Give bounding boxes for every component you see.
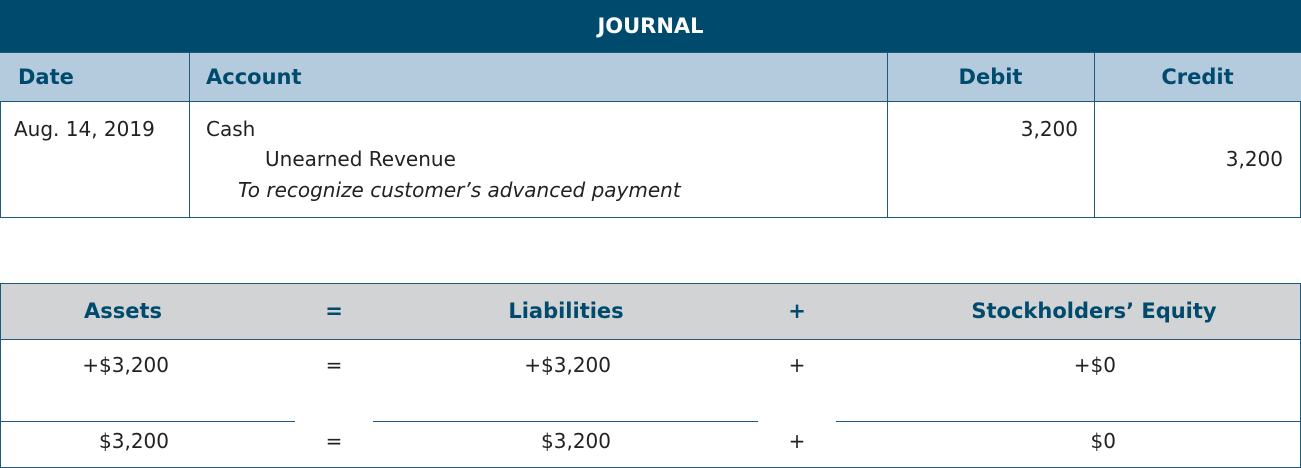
journal-title: JOURNAL <box>0 0 1301 52</box>
total-equals: = <box>325 429 343 453</box>
entry-date: Aug. 14, 2019 <box>14 117 155 141</box>
header-plus: + <box>788 299 806 323</box>
header-liabilities: Liabilities <box>508 299 624 323</box>
journal-header-row <box>0 52 1301 102</box>
header-equity: Stockholders’ Equity <box>971 299 1217 323</box>
total-assets: $3,200 <box>99 429 169 453</box>
column-divider <box>1094 52 1095 217</box>
equation-header-row <box>1 284 1300 340</box>
header-equals: = <box>325 299 343 323</box>
column-divider <box>189 52 190 217</box>
header-credit: Credit <box>1161 65 1234 89</box>
header-assets: Assets <box>83 299 163 323</box>
header-debit: Debit <box>958 65 1023 89</box>
change-equals: = <box>325 353 343 377</box>
change-liabilities: +$3,200 <box>524 353 611 377</box>
total-plus: + <box>788 429 806 453</box>
total-liabilities: $3,200 <box>541 429 611 453</box>
credit-account: Unearned Revenue <box>265 147 456 171</box>
total-underline <box>836 421 1301 422</box>
total-equity: $0 <box>1090 429 1116 453</box>
debit-amount: 3,200 <box>1020 117 1078 141</box>
header-date: Date <box>18 65 74 89</box>
debit-account: Cash <box>206 117 256 141</box>
header-account: Account <box>206 65 302 89</box>
change-equity: +$0 <box>1073 353 1116 377</box>
column-divider <box>887 52 888 217</box>
change-assets: +$3,200 <box>82 353 169 377</box>
entry-description: To recognize customer’s advanced payment <box>238 178 681 202</box>
credit-amount: 3,200 <box>1225 147 1283 171</box>
change-plus: + <box>788 353 806 377</box>
total-underline <box>0 421 295 422</box>
total-underline <box>373 421 758 422</box>
